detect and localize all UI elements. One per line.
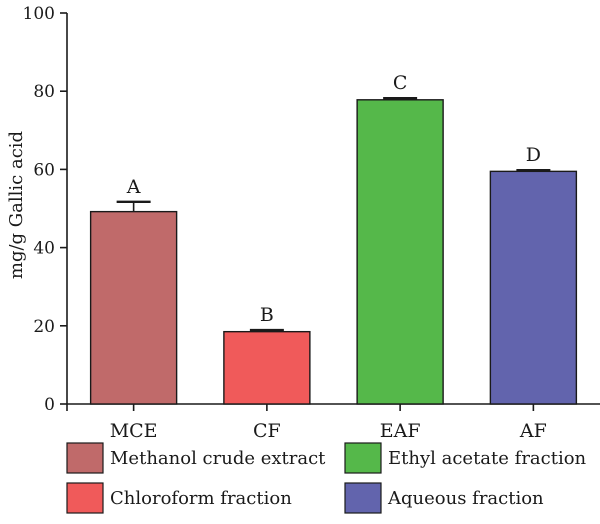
data-label: A [126, 176, 141, 198]
legend-label: Methanol crude extract [110, 448, 326, 469]
x-tick-label: MCE [110, 420, 158, 442]
y-tick-label: 40 [33, 239, 55, 259]
bar [223, 330, 311, 405]
legend-swatch [344, 442, 382, 474]
legend-swatch [344, 482, 382, 514]
y-tick-label: 60 [33, 160, 55, 180]
legend-swatch [66, 442, 104, 474]
y-tick-label: 0 [44, 395, 55, 415]
y-tick-label: 80 [33, 82, 55, 102]
x-tick-label: EAF [380, 420, 421, 442]
data-label: B [260, 304, 274, 326]
legend-label: Chloroform fraction [110, 488, 292, 509]
legend-label: Ethyl acetate fraction [388, 448, 587, 469]
y-tick-label: 100 [23, 4, 55, 24]
x-tick-label: CF [253, 420, 281, 442]
legend-label: Aqueous fraction [387, 488, 544, 509]
data-label: D [526, 144, 541, 166]
legend-swatch [66, 482, 104, 514]
legend: Methanol crude extract Ethyl acetate frac… [66, 442, 587, 514]
y-tick-label: 20 [33, 317, 55, 337]
y-axis-label: mg/g Gallic acid [6, 131, 27, 279]
bar [89, 210, 178, 405]
axes: 0 20 40 60 80 100 MCE CF EAF AF [23, 4, 600, 442]
bar [489, 170, 578, 405]
bars: A B C D [89, 72, 578, 405]
bar [356, 99, 444, 405]
x-tick-label: AF [519, 420, 547, 442]
data-label: C [393, 72, 408, 94]
